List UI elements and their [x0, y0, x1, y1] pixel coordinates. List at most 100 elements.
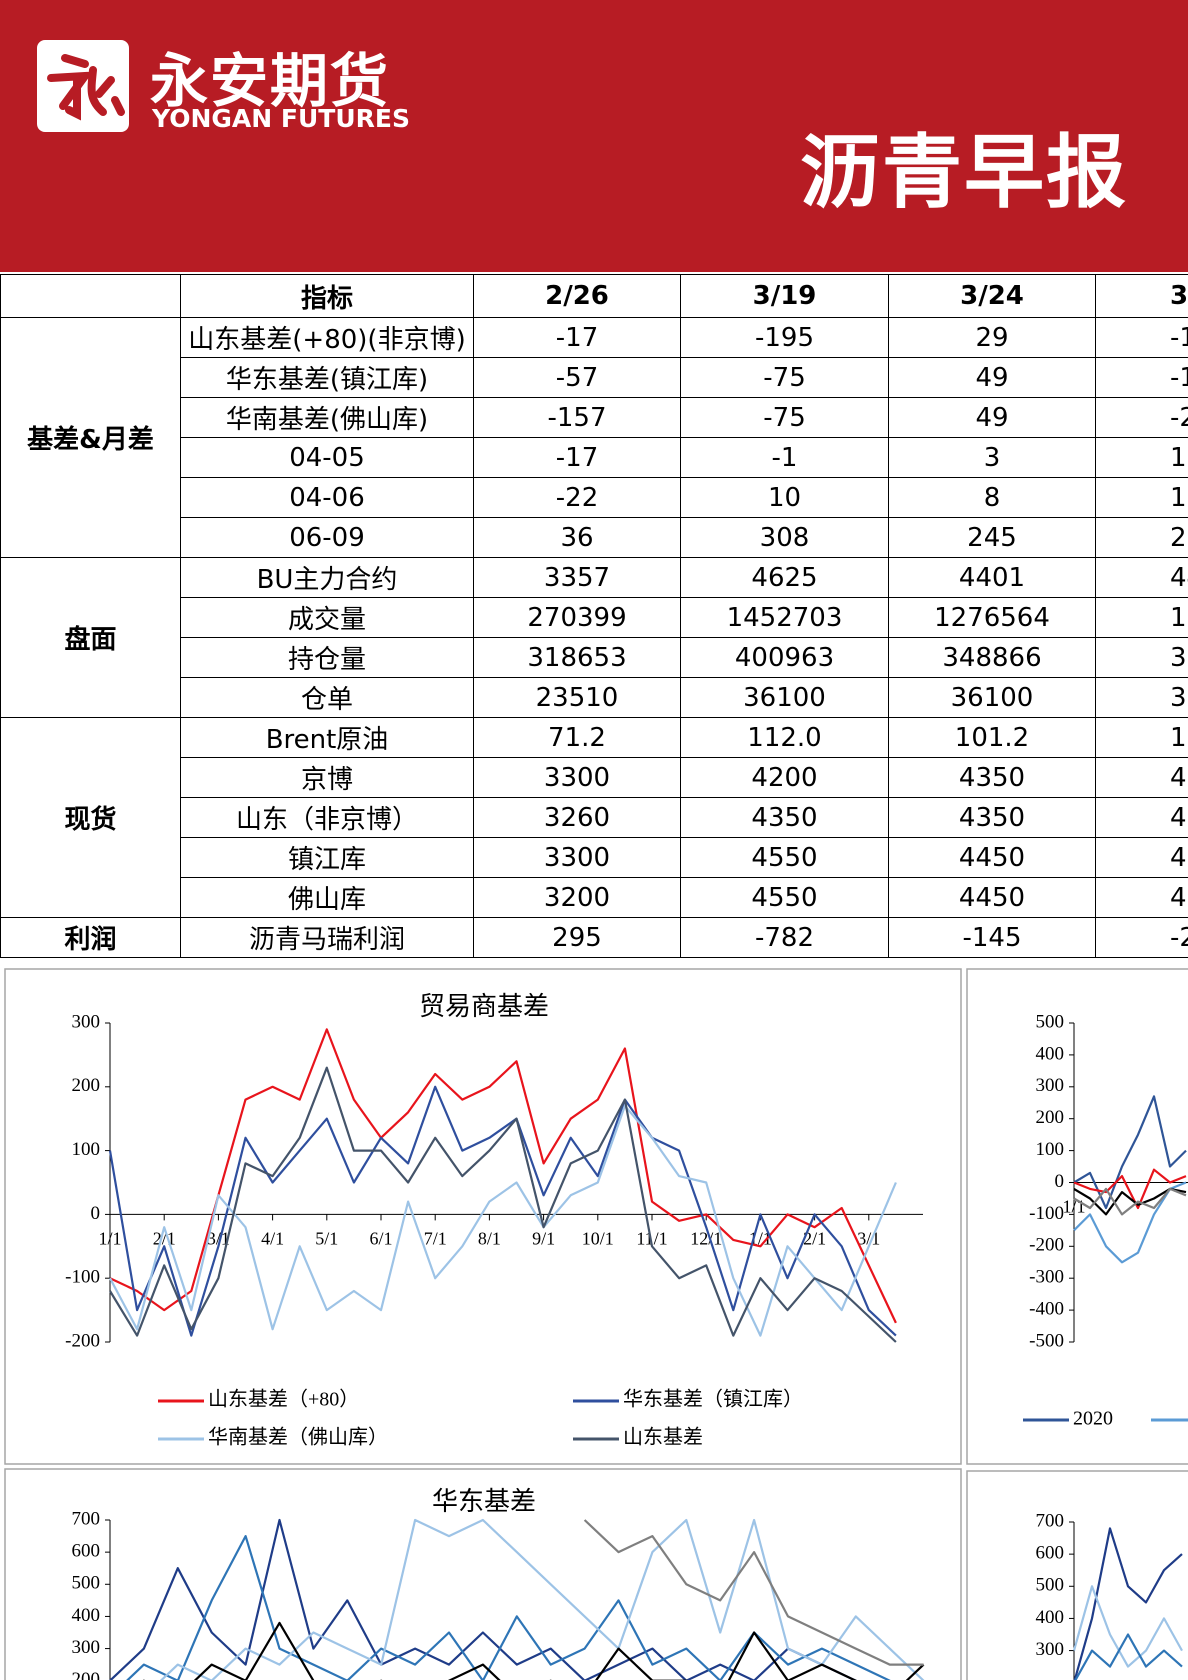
- x-tick-label: 8/1: [478, 1229, 501, 1249]
- cell-value: 8: [888, 477, 1096, 518]
- row-name: 华东基差(镇江库): [180, 357, 474, 398]
- series-line: [1073, 1187, 1187, 1216]
- y-tick-label: 300: [72, 1637, 101, 1658]
- group-label: 基差&月差: [0, 317, 181, 558]
- table-row: 04-06 -22 10 8 1: [1, 477, 1188, 518]
- cell-value: 4550: [680, 877, 889, 918]
- table-row: 盘面BU主力合约33574625440144: [0, 557, 1188, 718]
- x-tick-label: 2/1: [803, 1229, 826, 1249]
- row-name: 佛山库: [180, 877, 474, 918]
- header-row: 指标2/263/193/243/: [0, 274, 1188, 318]
- cell-value: 10: [680, 477, 889, 518]
- row-name: 华南基差(佛山库): [180, 397, 474, 438]
- cell-value: 1: [1095, 477, 1188, 518]
- cell-value: 49: [888, 397, 1096, 438]
- row-name: 持仓量: [180, 637, 474, 678]
- cell-value: 318653: [473, 637, 681, 678]
- series-line: [108, 1085, 897, 1337]
- cell-value: -195: [680, 317, 889, 358]
- cell-value: 44: [1095, 557, 1188, 598]
- legend-label: 华南基差（佛山库）: [208, 1426, 388, 1449]
- cell-value: 36: [473, 517, 681, 558]
- cell-value: -17: [473, 437, 681, 478]
- cell-value: -1: [1095, 317, 1188, 358]
- legend-label: 山东基差: [623, 1426, 703, 1449]
- table-row: 06-09 36 308 245 2: [1, 517, 1188, 558]
- row-name: 沥青马瑞利润: [180, 917, 474, 958]
- row-name: 仓单: [180, 677, 474, 718]
- series-line: [109, 1066, 897, 1343]
- series-line: [126, 1535, 891, 1680]
- x-tick-label: 1/1: [98, 1229, 121, 1249]
- cell-value: 49: [888, 357, 1096, 398]
- series-line: [583, 1519, 924, 1666]
- cell-value: 42: [1095, 797, 1188, 838]
- cell-value: 3300: [473, 757, 681, 798]
- logo: [37, 40, 129, 132]
- x-tick-label: 7/1: [424, 1229, 447, 1249]
- y-tick-label: -500: [1029, 1330, 1064, 1351]
- row-name: 山东（非京博）: [180, 797, 474, 838]
- cell-value: 42: [1095, 837, 1188, 878]
- column-header: 3/: [1095, 274, 1188, 318]
- table-row: 京博33004200435042: [1, 757, 1188, 798]
- company-name-en: YONGAN FUTURES: [152, 104, 410, 133]
- series-line: [1074, 1633, 1183, 1680]
- company-name: 永安期货: [150, 47, 391, 115]
- series-line: [110, 1518, 925, 1680]
- cell-value: 29: [888, 317, 1096, 358]
- series-line: [1073, 1095, 1187, 1210]
- cell-value: 295: [473, 917, 681, 958]
- column-header: 指标: [180, 274, 474, 318]
- row-name: 04-06: [180, 477, 474, 518]
- y-tick-label: 200: [72, 1669, 101, 1680]
- cell-value: 245: [888, 517, 1096, 558]
- cell-value: 101.2: [888, 717, 1096, 758]
- y-tick-label: -100: [65, 1267, 100, 1288]
- chart-frame: [966, 968, 1188, 1465]
- y-tick-label: 400: [1036, 1043, 1065, 1064]
- cell-value: -782: [680, 917, 889, 958]
- x-tick-label: 6/1: [369, 1229, 392, 1249]
- cell-value: 4350: [680, 797, 889, 838]
- row-name: Brent原油: [180, 717, 474, 758]
- cell-value: 4625: [680, 557, 889, 598]
- series-line: [1073, 1527, 1183, 1680]
- x-tick-label: 10/1: [582, 1229, 614, 1249]
- column-header: 3/19: [680, 274, 889, 318]
- x-tick-label: 4/1: [261, 1229, 284, 1249]
- cell-value: -22: [473, 477, 681, 518]
- y-tick-label: 300: [72, 1011, 101, 1032]
- group-label: 利润: [0, 917, 181, 958]
- cell-value: 308: [680, 517, 889, 558]
- cell-value: 36100: [680, 677, 889, 718]
- y-tick-label: 500: [72, 1573, 101, 1594]
- series-line: [109, 1028, 897, 1324]
- table-row: 仓单23510361003610036: [1, 677, 1188, 718]
- legend-label: 2020: [1073, 1408, 1113, 1430]
- y-tick-label: 400: [1036, 1607, 1065, 1628]
- row-name: 山东基差(+80)(非京博): [180, 317, 474, 358]
- data-table: 指标2/263/193/243/基差&月差山东基差(+80)(非京博)-17-1…: [0, 274, 1188, 958]
- cell-value: 4450: [888, 877, 1096, 918]
- cell-value: -57: [473, 357, 681, 398]
- y-tick-label: 200: [72, 1075, 101, 1096]
- cell-value: 36100: [888, 677, 1096, 718]
- cell-value: 4350: [888, 757, 1096, 798]
- chart-frame: [966, 1470, 1188, 1680]
- column-header: 3/24: [888, 274, 1096, 318]
- legend-label: 华东基差（镇江库）: [623, 1388, 803, 1411]
- cell-value: 350: [1095, 637, 1188, 678]
- y-tick-label: -200: [65, 1330, 100, 1351]
- cell-value: -17: [473, 317, 681, 358]
- cell-value: 10: [1095, 717, 1188, 758]
- y-tick-label: 300: [1036, 1075, 1065, 1096]
- cell-value: 107: [1095, 597, 1188, 638]
- y-tick-label: 700: [72, 1508, 101, 1529]
- y-tick-label: -200: [1029, 1235, 1064, 1256]
